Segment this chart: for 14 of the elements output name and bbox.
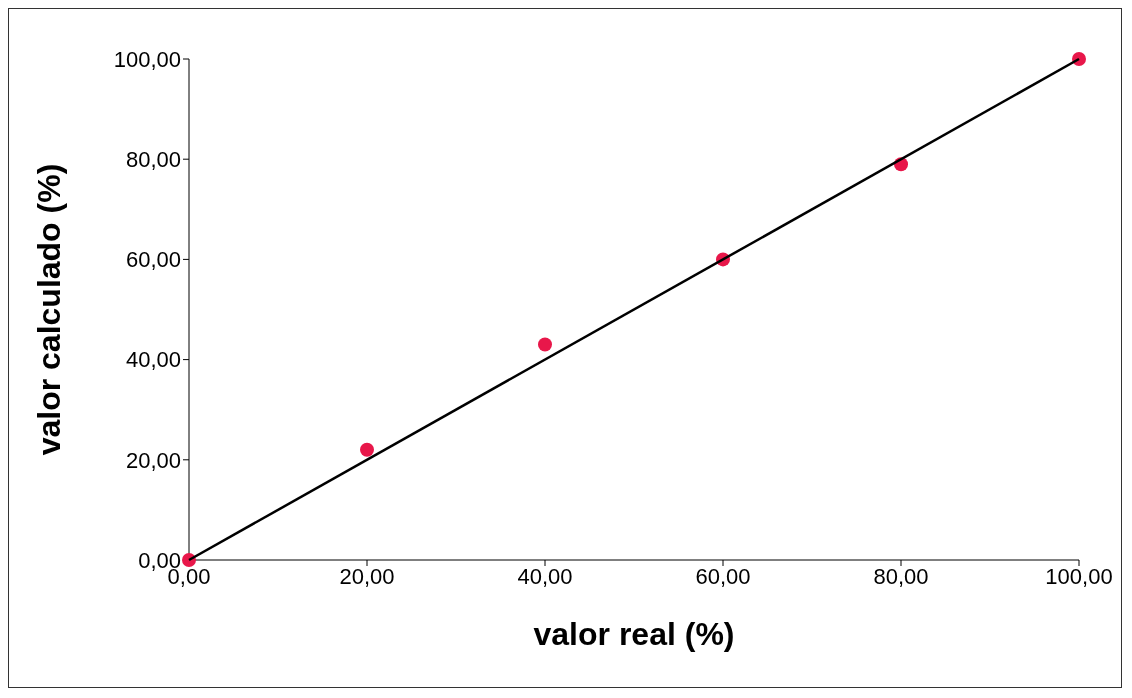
y-tick-label: 20,00 [125, 447, 181, 473]
x-tick-label: 60,00 [695, 563, 751, 589]
x-tick-label: 80,00 [873, 563, 929, 589]
y-tick-label: 60,00 [125, 247, 181, 273]
y-tick-label: 80,00 [125, 147, 181, 173]
x-tick-label: 40,00 [517, 563, 573, 589]
y-axis-title: valor calculado (%) [31, 163, 68, 456]
point [360, 442, 374, 457]
x-tick-label: 100,00 [1045, 563, 1113, 589]
point [538, 337, 552, 352]
x-tick-label: 20,00 [339, 563, 395, 589]
y-tick-label: 40,00 [125, 347, 181, 373]
x-axis-title: valor real (%) [533, 616, 735, 652]
y-tick-label: 100,00 [113, 46, 181, 72]
